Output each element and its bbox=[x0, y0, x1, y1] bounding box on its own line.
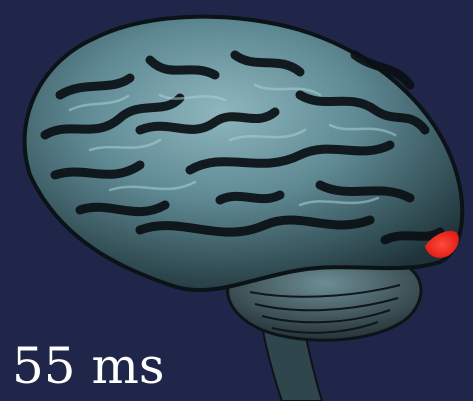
cerebellum-folds bbox=[249, 284, 401, 334]
gyri-highlights bbox=[68, 83, 397, 207]
time-label: 55 ms bbox=[12, 337, 165, 395]
activation-spot bbox=[425, 230, 459, 258]
sulci-pattern bbox=[40, 50, 445, 245]
